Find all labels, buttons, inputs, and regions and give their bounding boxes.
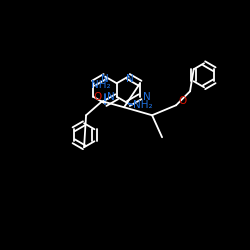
Text: N: N [101,74,109,84]
Text: N: N [143,92,151,102]
Text: N: N [107,92,114,102]
Text: NH₂: NH₂ [132,100,152,110]
Text: O: O [178,96,186,106]
Text: N: N [126,74,133,84]
Text: O: O [93,92,101,102]
Text: NH₂: NH₂ [91,80,111,90]
